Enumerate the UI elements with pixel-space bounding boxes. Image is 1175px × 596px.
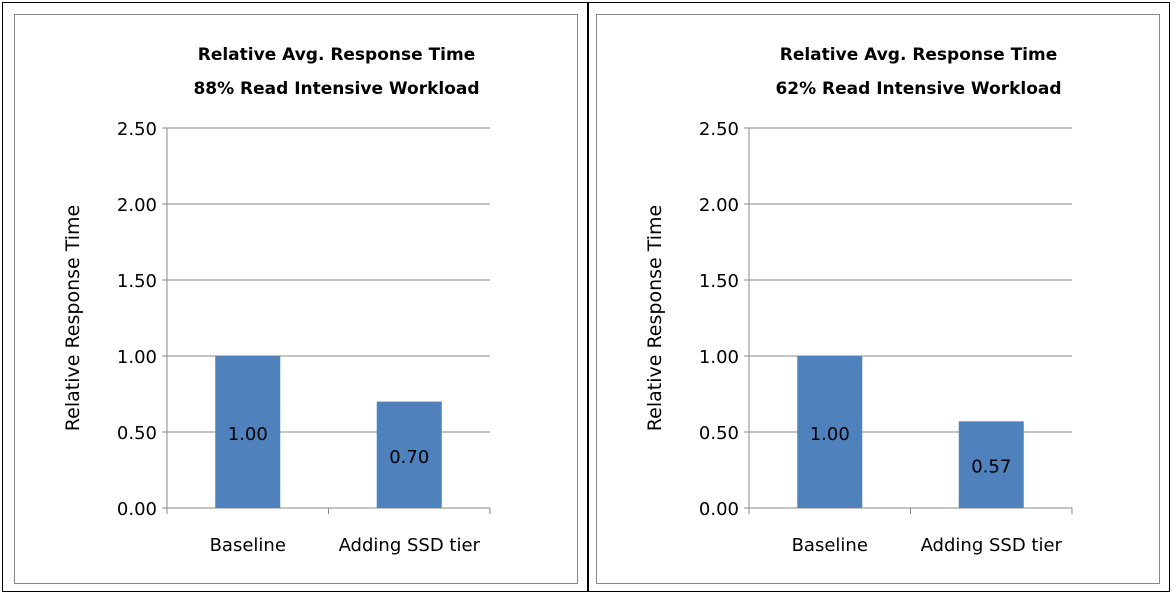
chart-title: Relative Avg. Response Time <box>198 45 476 65</box>
y-tick-label: 0.00 <box>117 499 157 520</box>
y-axis-label: Relative Response Time <box>644 205 666 431</box>
y-tick-label: 0.00 <box>699 499 739 520</box>
data-label: 0.57 <box>971 457 1011 478</box>
y-tick-label: 1.50 <box>699 271 739 292</box>
chart-title: Relative Avg. Response Time <box>780 45 1058 65</box>
x-category-label: Adding SSD tier <box>921 535 1063 556</box>
chart-frame-left: Relative Avg. Response Time 88% Read Inte… <box>14 14 578 584</box>
bar-1 <box>797 356 863 508</box>
chart-62-read: Relative Avg. Response Time 62% Read Inte… <box>644 45 1073 556</box>
bar-2 <box>958 421 1024 508</box>
y-tick-label: 1.00 <box>117 347 157 368</box>
y-tick-label: 2.50 <box>117 119 157 140</box>
x-category-label: Adding SSD tier <box>339 535 481 556</box>
x-category-label: Baseline <box>792 535 868 556</box>
chart-frame-right: Relative Avg. Response Time 62% Read Inte… <box>596 14 1160 584</box>
y-tick-label: 2.00 <box>699 195 739 216</box>
data-label: 1.00 <box>810 424 850 445</box>
y-tick-label: 1.00 <box>699 347 739 368</box>
data-label: 0.70 <box>389 447 429 468</box>
chart-88-read: Relative Avg. Response Time 88% Read Inte… <box>62 45 491 556</box>
y-axis-label: Relative Response Time <box>62 205 84 431</box>
bar-2 <box>376 401 442 508</box>
y-tick-label: 2.00 <box>117 195 157 216</box>
chart-subtitle: 88% Read Intensive Workload <box>193 79 479 99</box>
y-tick-label: 0.50 <box>117 423 157 444</box>
data-label: 1.00 <box>228 424 268 445</box>
bar-1 <box>215 356 281 508</box>
chart-subtitle: 62% Read Intensive Workload <box>775 79 1061 99</box>
y-tick-label: 2.50 <box>699 119 739 140</box>
y-tick-label: 0.50 <box>699 423 739 444</box>
y-tick-label: 1.50 <box>117 271 157 292</box>
table-divider <box>587 2 589 592</box>
x-category-label: Baseline <box>210 535 286 556</box>
